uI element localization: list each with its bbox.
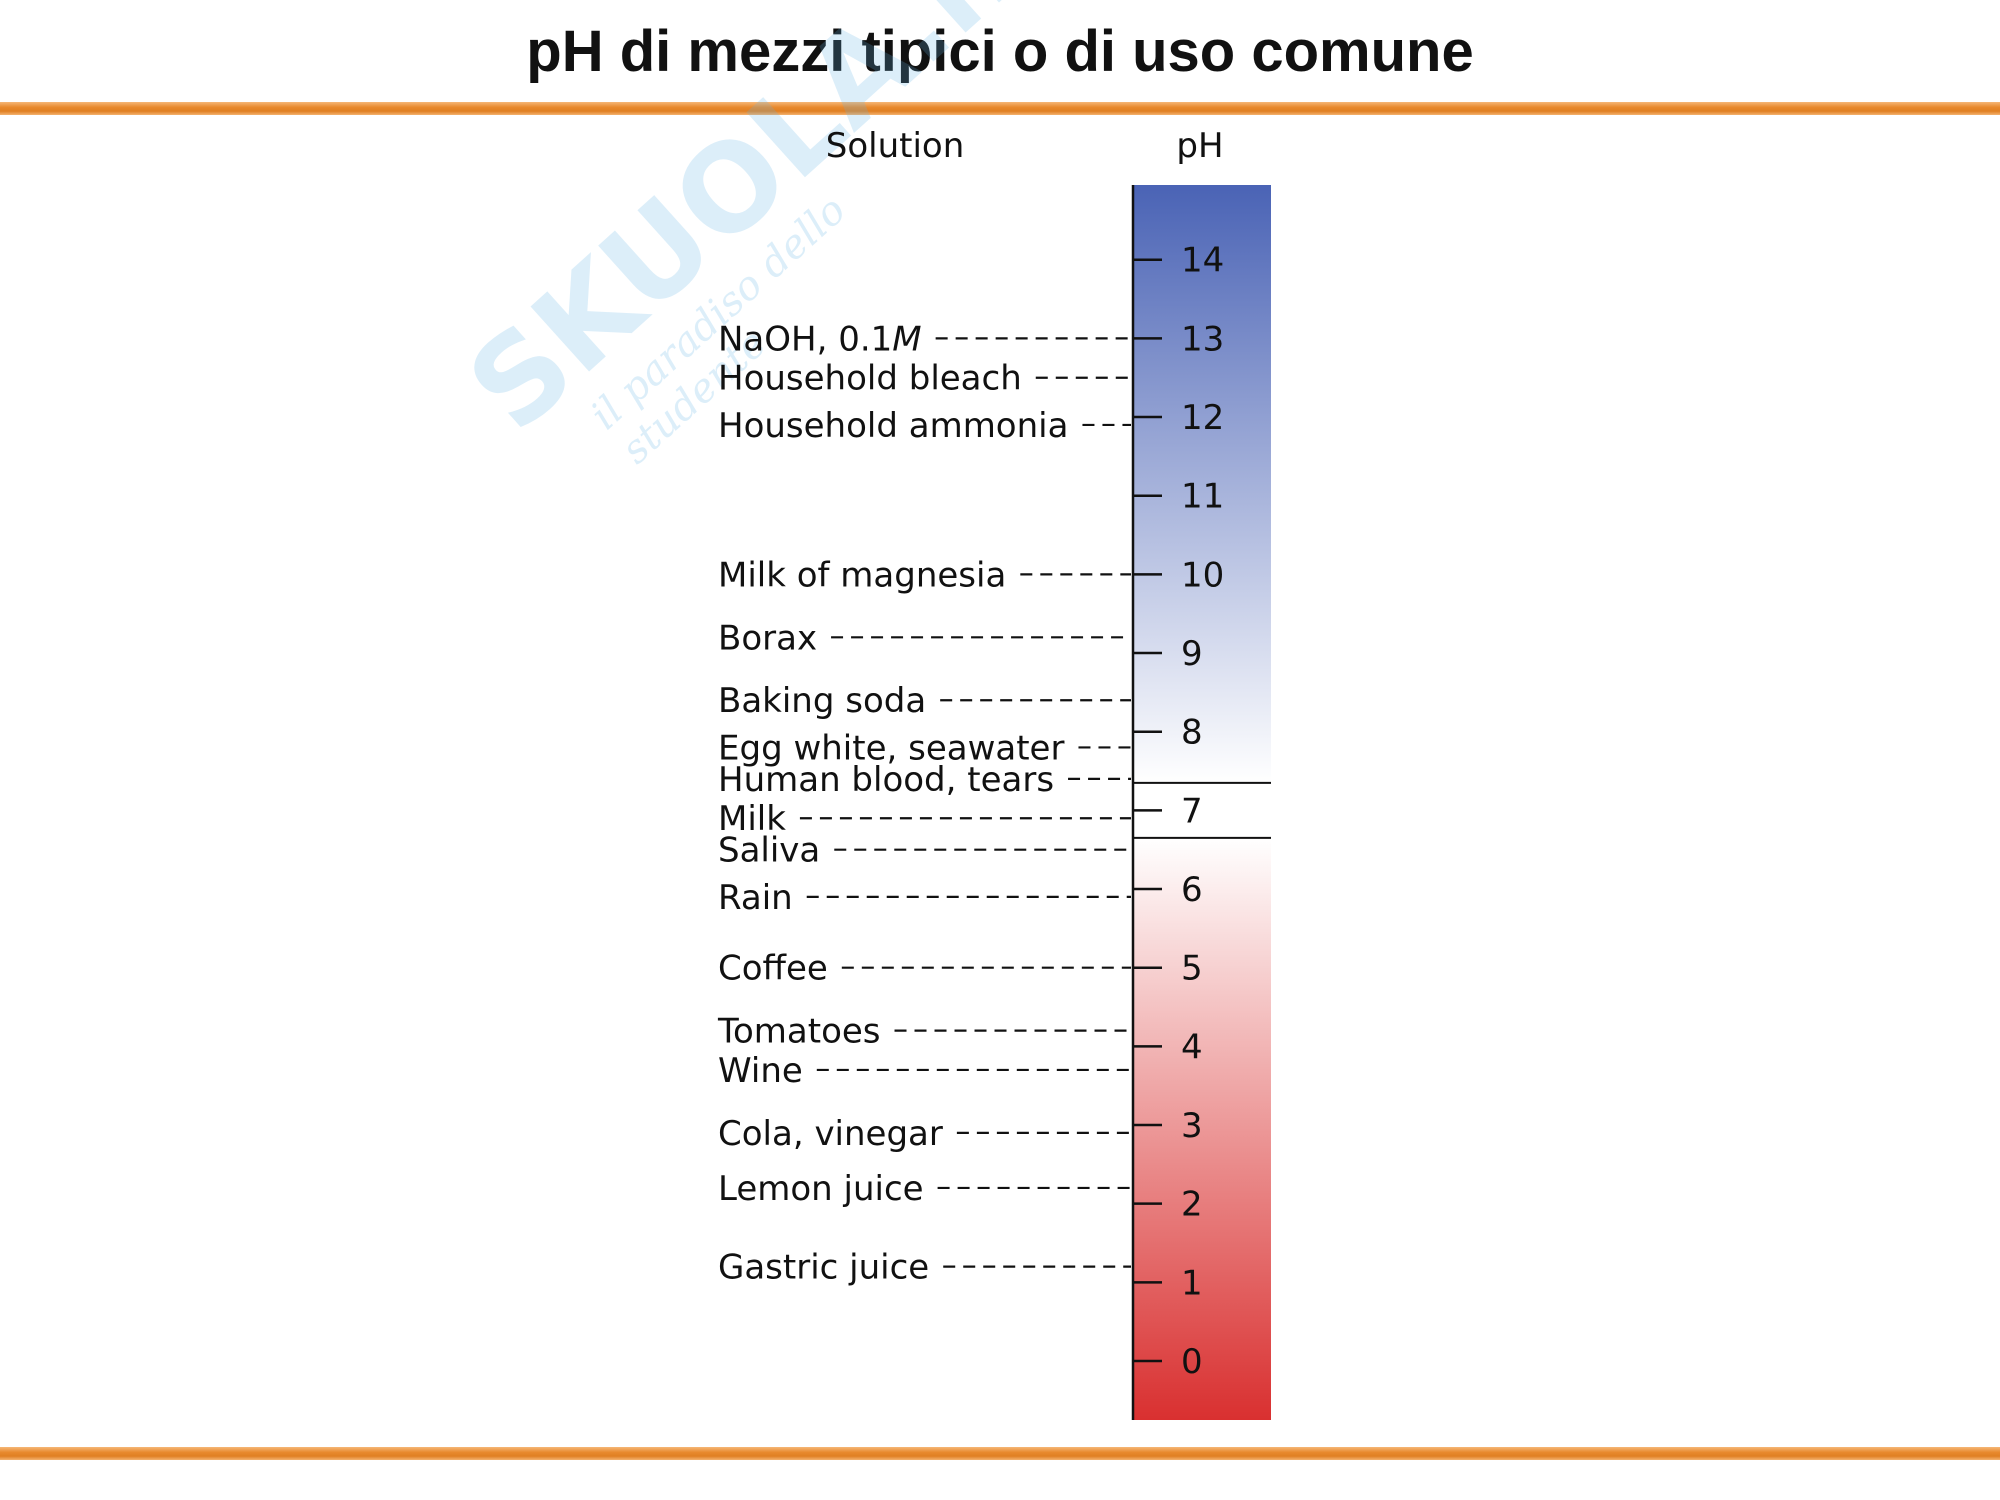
tick-label-0: 0 bbox=[1181, 1342, 1203, 1382]
solution-label: Borax bbox=[718, 618, 817, 658]
bottom-divider bbox=[0, 1447, 2000, 1460]
solution-label: Tomatoes bbox=[717, 1012, 881, 1052]
tick-label-14: 14 bbox=[1181, 241, 1224, 281]
tick-label-6: 6 bbox=[1181, 870, 1203, 910]
tick-label-4: 4 bbox=[1181, 1027, 1203, 1067]
acidic-region bbox=[1133, 837, 1271, 1420]
tick-label-12: 12 bbox=[1181, 398, 1224, 438]
tick-label-2: 2 bbox=[1181, 1185, 1203, 1225]
solution-label: Gastric juice bbox=[718, 1248, 929, 1288]
solution-label: Milk of magnesia bbox=[718, 555, 1006, 595]
solution-label: Household ammonia bbox=[718, 406, 1068, 446]
tick-label-9: 9 bbox=[1181, 634, 1203, 674]
tick-label-5: 5 bbox=[1181, 949, 1203, 989]
solution-label: Coffee bbox=[718, 949, 828, 989]
solution-column-header: Solution bbox=[826, 126, 965, 166]
solution-label: Household bleach bbox=[718, 359, 1022, 399]
solution-label: Rain bbox=[718, 878, 793, 918]
solution-label: Wine bbox=[718, 1051, 803, 1091]
tick-label-13: 13 bbox=[1181, 319, 1224, 359]
solution-label: Milk bbox=[718, 799, 786, 839]
tick-label-10: 10 bbox=[1181, 555, 1224, 595]
solution-label: Lemon juice bbox=[718, 1169, 924, 1209]
tick-label-1: 1 bbox=[1181, 1263, 1203, 1303]
solution-label: NaOH, 0.1M bbox=[718, 319, 922, 359]
tick-label-8: 8 bbox=[1181, 713, 1203, 753]
solution-label: Cola, vinegar bbox=[718, 1114, 943, 1154]
solution-label: Baking soda bbox=[718, 681, 926, 721]
solution-label: Saliva bbox=[718, 831, 820, 871]
basic-region bbox=[1133, 185, 1271, 783]
tick-label-11: 11 bbox=[1181, 477, 1224, 517]
ph-column-header: pH bbox=[1176, 126, 1223, 166]
top-divider bbox=[0, 102, 2000, 115]
solution-label: Human blood, tears bbox=[718, 760, 1054, 800]
solution-label: Egg white, seawater bbox=[718, 728, 1064, 768]
tick-label-7: 7 bbox=[1181, 791, 1203, 831]
slide-title: pH di mezzi tipici o di uso comune bbox=[526, 19, 1474, 84]
tick-label-3: 3 bbox=[1181, 1106, 1203, 1146]
